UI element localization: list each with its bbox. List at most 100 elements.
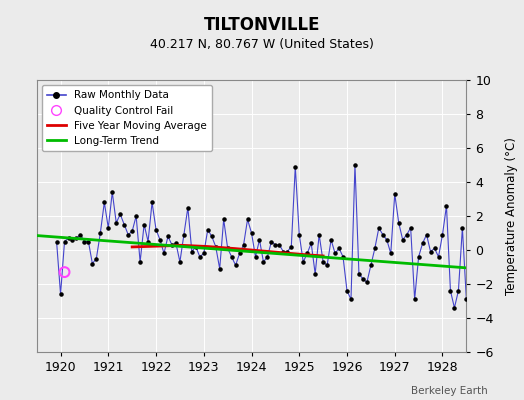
Point [120, 221, 128, 228]
Point [454, 288, 463, 294]
Point [339, 254, 347, 260]
Point [52, 238, 61, 245]
Point [156, 237, 164, 243]
Point [490, 213, 498, 219]
Point [474, 240, 483, 246]
Point [104, 225, 113, 231]
Point [407, 225, 415, 231]
Point [315, 232, 323, 238]
Point [486, 232, 495, 238]
Point [283, 248, 291, 255]
Text: TILTONVILLE: TILTONVILLE [204, 16, 320, 34]
Point [323, 262, 331, 268]
Point [64, 235, 73, 241]
Point [172, 240, 180, 246]
Point [220, 216, 228, 222]
Point [152, 226, 160, 233]
Point [180, 232, 188, 238]
Point [359, 276, 367, 282]
Point [239, 242, 248, 248]
Point [132, 213, 140, 219]
Point [303, 250, 311, 257]
Point [100, 199, 108, 206]
Point [164, 233, 172, 240]
Point [192, 243, 200, 250]
Point [430, 245, 439, 252]
Point [295, 232, 303, 238]
Point [227, 254, 236, 260]
Point [390, 191, 399, 197]
Point [446, 288, 455, 294]
Point [462, 296, 471, 302]
Point [387, 250, 395, 257]
Point [112, 220, 121, 226]
Point [458, 225, 466, 231]
Point [184, 204, 192, 211]
Point [263, 254, 271, 260]
Point [427, 248, 435, 255]
Point [247, 230, 256, 236]
Point [434, 254, 443, 260]
Point [80, 238, 89, 245]
Point [494, 221, 503, 228]
Point [259, 259, 268, 265]
Point [370, 245, 379, 252]
Point [124, 232, 133, 238]
Point [116, 211, 124, 218]
Point [148, 199, 156, 206]
Point [223, 245, 232, 252]
Point [335, 245, 343, 252]
Point [88, 260, 96, 267]
Point [422, 232, 431, 238]
Point [319, 259, 328, 265]
Point [140, 221, 148, 228]
Point [514, 243, 522, 250]
Point [60, 238, 69, 245]
Point [72, 235, 81, 241]
Point [450, 305, 458, 311]
Point [128, 228, 136, 234]
Point [470, 237, 478, 243]
Point [478, 250, 486, 257]
Point [343, 288, 351, 294]
Point [506, 328, 515, 335]
Point [414, 254, 423, 260]
Point [188, 248, 196, 255]
Point [299, 259, 308, 265]
Point [215, 266, 224, 272]
Point [327, 237, 335, 243]
Point [518, 238, 524, 245]
Point [311, 270, 319, 277]
Point [355, 270, 363, 277]
Point [331, 250, 339, 257]
Point [271, 242, 280, 248]
Point [502, 306, 510, 313]
Point [291, 164, 300, 170]
Point [275, 242, 283, 248]
Point [367, 262, 375, 268]
Point [84, 238, 93, 245]
Point [287, 243, 296, 250]
Point [160, 250, 168, 257]
Y-axis label: Temperature Anomaly (°C): Temperature Anomaly (°C) [505, 137, 518, 295]
Point [212, 243, 220, 250]
Point [402, 232, 411, 238]
Point [379, 232, 387, 238]
Point [144, 238, 152, 245]
Point [399, 237, 407, 243]
Point [195, 254, 204, 260]
Point [363, 279, 371, 286]
Point [168, 242, 176, 248]
Point [232, 262, 240, 268]
Point [243, 216, 252, 222]
Point [522, 210, 524, 216]
Legend: Raw Monthly Data, Quality Control Fail, Five Year Moving Average, Long-Term Tren: Raw Monthly Data, Quality Control Fail, … [42, 85, 212, 151]
Point [351, 162, 359, 168]
Point [200, 250, 208, 257]
Point [395, 220, 403, 226]
Point [136, 259, 144, 265]
Point [375, 225, 383, 231]
Point [383, 237, 391, 243]
Point [442, 202, 451, 209]
Point [60, 269, 69, 275]
